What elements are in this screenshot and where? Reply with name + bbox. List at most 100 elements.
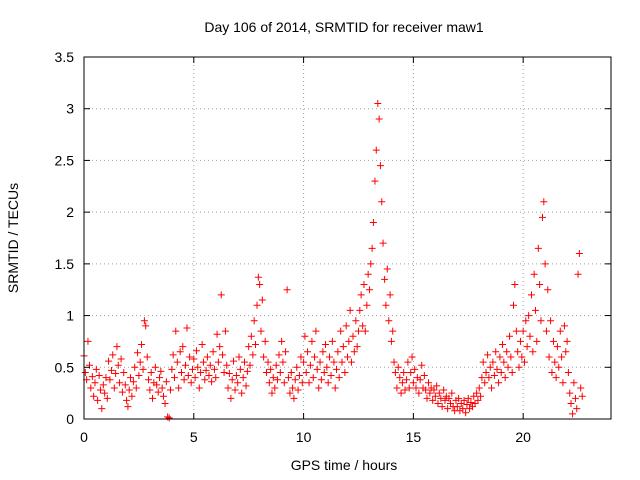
- data-point: [265, 379, 273, 387]
- data-point: [228, 376, 236, 384]
- data-point: [223, 361, 231, 369]
- data-point: [360, 281, 368, 289]
- data-point: [398, 379, 406, 387]
- data-point: [81, 368, 89, 376]
- data-point: [566, 389, 574, 397]
- data-point: [103, 394, 111, 402]
- data-point: [317, 376, 325, 384]
- data-point: [136, 358, 144, 366]
- data-point: [192, 347, 200, 355]
- data-point: [510, 301, 518, 309]
- data-point: [249, 351, 257, 359]
- data-point: [349, 332, 357, 340]
- data-point: [408, 353, 416, 361]
- data-point: [363, 301, 371, 309]
- data-point: [347, 358, 355, 366]
- data-point: [293, 363, 301, 371]
- data-point: [404, 358, 412, 366]
- data-point: [88, 373, 96, 381]
- data-point: [106, 376, 114, 384]
- data-point: [577, 384, 585, 392]
- data-point: [125, 386, 133, 394]
- data-point: [162, 378, 170, 386]
- data-point: [282, 348, 290, 356]
- data-points: [80, 100, 586, 422]
- data-point: [127, 374, 135, 382]
- data-point: [517, 337, 525, 345]
- y-tick-label: 2: [66, 204, 74, 220]
- data-point: [153, 381, 161, 389]
- data-point: [146, 386, 154, 394]
- y-tick-label: 3: [66, 101, 74, 117]
- data-point: [420, 372, 428, 380]
- data-point: [175, 384, 183, 392]
- data-point: [575, 250, 583, 258]
- data-point: [290, 394, 298, 402]
- data-point: [92, 365, 100, 373]
- data-point: [90, 392, 98, 400]
- data-point: [574, 270, 582, 278]
- data-point: [511, 281, 519, 289]
- data-point: [294, 386, 302, 394]
- data-point: [488, 384, 496, 392]
- data-point: [464, 394, 472, 402]
- data-point: [552, 374, 560, 382]
- data-point: [551, 358, 559, 366]
- data-point: [493, 365, 501, 373]
- data-point: [180, 376, 188, 384]
- data-point: [412, 384, 420, 392]
- data-point: [187, 379, 195, 387]
- plot-frame: [83, 56, 612, 420]
- data-point: [272, 361, 280, 369]
- x-tick-label: 15: [406, 429, 422, 445]
- data-point: [114, 361, 122, 369]
- data-point: [227, 394, 235, 402]
- data-point: [98, 405, 106, 413]
- data-point: [415, 389, 423, 397]
- data-point: [319, 348, 327, 356]
- data-point: [346, 306, 354, 314]
- data-point: [386, 291, 394, 299]
- data-point: [401, 386, 409, 394]
- data-point: [181, 361, 189, 369]
- data-point: [87, 384, 95, 392]
- axis-ticks: 0 0.5 1 1.5 2 2.5 3 3.5 0 5 10 15 20: [55, 49, 611, 445]
- data-point: [379, 239, 387, 247]
- data-point: [378, 198, 386, 206]
- data-point: [547, 317, 555, 325]
- data-point: [430, 386, 438, 394]
- data-point: [143, 353, 151, 361]
- data-point: [206, 361, 214, 369]
- data-point: [375, 115, 383, 123]
- data-point: [131, 363, 139, 371]
- data-point: [116, 379, 124, 387]
- data-point: [224, 384, 232, 392]
- data-point: [409, 379, 417, 387]
- x-axis-label: GPS time / hours: [291, 457, 398, 473]
- data-point: [553, 343, 561, 351]
- data-point: [353, 343, 361, 351]
- data-point: [365, 286, 373, 294]
- data-point: [210, 365, 218, 373]
- data-point: [256, 281, 264, 289]
- data-point: [306, 361, 314, 369]
- data-point: [149, 394, 157, 402]
- data-point: [297, 353, 305, 361]
- data-point: [95, 372, 103, 380]
- data-point: [536, 281, 544, 289]
- data-point: [578, 392, 586, 400]
- data-point: [558, 353, 566, 361]
- data-point: [433, 382, 441, 390]
- data-point: [459, 405, 467, 413]
- data-point: [325, 353, 333, 361]
- data-point: [91, 379, 99, 387]
- data-point: [179, 343, 187, 351]
- data-point: [478, 374, 486, 382]
- y-axis-label: SRMTID / TECUs: [5, 183, 21, 293]
- data-point: [519, 327, 527, 335]
- data-point: [300, 358, 308, 366]
- data-point: [220, 368, 228, 376]
- data-point: [497, 368, 505, 376]
- data-point: [190, 355, 198, 363]
- data-point: [151, 363, 159, 371]
